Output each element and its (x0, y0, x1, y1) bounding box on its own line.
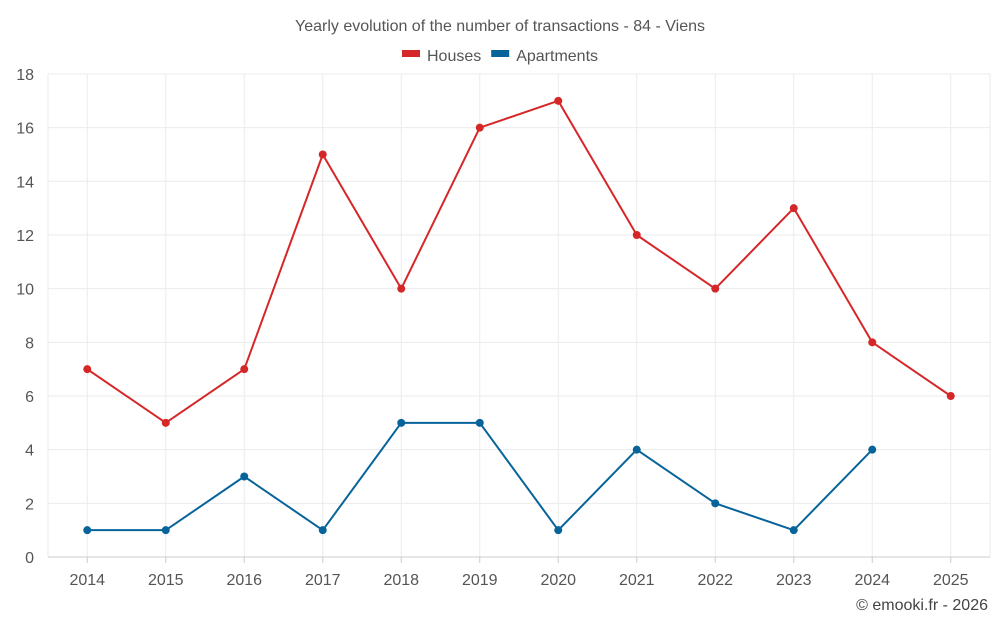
x-tick-label: 2016 (226, 572, 262, 589)
x-tick-label: 2021 (619, 572, 655, 589)
data-point[interactable] (789, 204, 798, 213)
data-point[interactable] (946, 392, 955, 400)
data-point[interactable] (83, 365, 92, 374)
y-tick-label: 16 (16, 121, 34, 138)
y-tick-label: 2 (25, 496, 34, 513)
data-point[interactable] (161, 526, 170, 535)
x-tick-label: 2022 (697, 572, 733, 589)
series-houses (83, 96, 955, 427)
data-point[interactable] (318, 526, 327, 535)
data-point[interactable] (318, 150, 327, 159)
data-point[interactable] (475, 123, 484, 132)
series-line (86, 99, 952, 424)
x-tick-label: 2014 (69, 572, 105, 589)
data-point[interactable] (868, 338, 877, 347)
y-axis: 0 2 4 6 8 10 12 14 16 18 (16, 67, 34, 567)
x-tick-label: 2023 (776, 572, 812, 589)
x-tick-label: 2020 (540, 572, 576, 589)
legend-label: Apartments (516, 48, 598, 65)
y-tick-label: 18 (16, 67, 34, 84)
x-tick-label: 2017 (305, 572, 341, 589)
credit: © emooki.fr - 2026 (856, 597, 988, 614)
y-tick-label: 10 (16, 282, 34, 299)
y-tick-label: 12 (16, 228, 34, 245)
x-axis: 2014 2015 2016 2017 2018 2019 2020 2021 2022 2023… (69, 557, 969, 589)
data-point[interactable] (632, 445, 641, 454)
x-tick-label: 2018 (383, 572, 419, 589)
legend[interactable]: Houses Apartments (402, 48, 598, 65)
data-point[interactable] (632, 231, 641, 239)
x-tick-label: 2019 (462, 572, 498, 589)
data-point[interactable] (161, 418, 170, 427)
data-point[interactable] (868, 445, 877, 454)
data-point[interactable] (83, 526, 92, 535)
data-point[interactable] (554, 96, 563, 105)
data-point[interactable] (554, 526, 563, 535)
data-point[interactable] (240, 365, 249, 374)
data-point[interactable] (475, 418, 484, 427)
y-tick-label: 6 (25, 389, 34, 406)
data-point[interactable] (240, 472, 249, 481)
y-tick-label: 0 (25, 550, 34, 567)
data-point[interactable] (397, 418, 406, 427)
chart-title: Yearly evolution of the number of transa… (295, 18, 705, 35)
legend-swatch (491, 50, 510, 57)
y-tick-label: 8 (25, 335, 34, 352)
x-tick-label: 2025 (933, 572, 969, 589)
series-apartments (83, 418, 877, 535)
data-point[interactable] (789, 526, 798, 535)
y-tick-label: 4 (25, 443, 34, 460)
legend-item-houses[interactable]: Houses (402, 48, 481, 65)
legend-item-apartments[interactable]: Apartments (491, 48, 598, 65)
series-group (83, 96, 955, 535)
x-tick-label: 2024 (854, 572, 890, 589)
legend-swatch (402, 50, 420, 57)
y-tick-label: 14 (16, 174, 34, 191)
x-tick-label: 2015 (148, 572, 184, 589)
data-point[interactable] (711, 284, 720, 293)
data-point[interactable] (711, 499, 720, 508)
data-point[interactable] (397, 284, 406, 293)
legend-label: Houses (427, 48, 481, 65)
grid (47, 73, 991, 558)
